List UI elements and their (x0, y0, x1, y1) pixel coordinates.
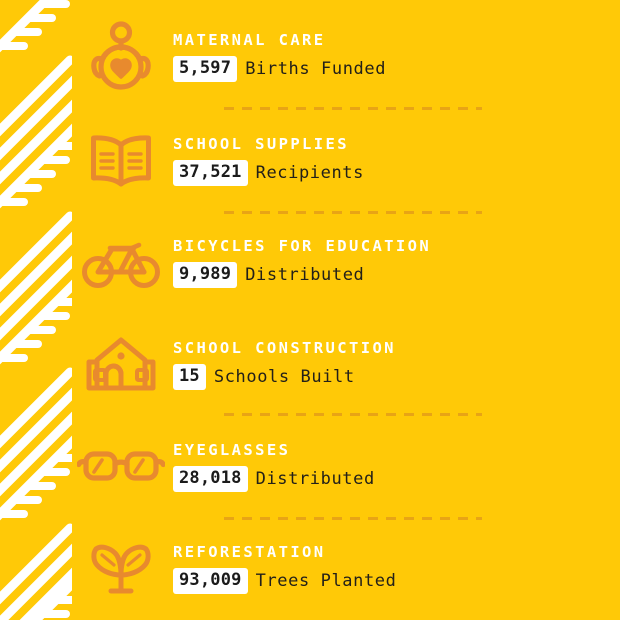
row-divider (224, 211, 482, 214)
stat-row: EYEGLASSES 28,018 Distributed (72, 430, 620, 504)
stat-row: REFORESTATION 93,009 Trees Planted (72, 532, 620, 606)
stat-text: EYEGLASSES 28,018 Distributed (170, 440, 620, 493)
stat-row: BICYCLES FOR EDUCATION 9,989 Distributed (72, 226, 620, 300)
stat-row: SCHOOL CONSTRUCTION 15 Schools Built (72, 328, 620, 402)
stat-row: SCHOOL SUPPLIES 37,521 Recipients (72, 124, 620, 198)
seedling-icon (72, 532, 170, 606)
stat-value-badge: 5,597 (173, 56, 238, 83)
stat-row-list: MATERNAL CARE 5,597 Births Funded (72, 0, 620, 620)
stat-title: EYEGLASSES (173, 440, 291, 459)
stat-value-badge: 37,521 (173, 160, 248, 187)
stat-value-badge: 15 (173, 364, 206, 391)
stat-line: 93,009 Trees Planted (173, 568, 620, 595)
school-building-icon (72, 328, 170, 402)
stat-text: SCHOOL CONSTRUCTION 15 Schools Built (170, 338, 620, 391)
row-divider (224, 413, 482, 416)
stat-value-badge: 9,989 (173, 262, 238, 289)
stat-unit-label: Trees Planted (255, 570, 397, 591)
stat-line: 9,989 Distributed (173, 262, 620, 289)
stat-unit-label: Distributed (245, 264, 365, 285)
stat-title: BICYCLES FOR EDUCATION (173, 236, 432, 255)
row-divider (224, 107, 482, 110)
stat-unit-label: Schools Built (213, 366, 355, 387)
stat-row: MATERNAL CARE 5,597 Births Funded (72, 20, 620, 94)
stat-text: REFORESTATION 93,009 Trees Planted (170, 542, 620, 595)
eyeglasses-icon (72, 430, 170, 504)
stat-line: 28,018 Distributed (173, 466, 620, 493)
maternal-care-icon (72, 20, 170, 94)
stat-unit-label: Distributed (255, 468, 375, 489)
open-book-icon (72, 124, 170, 198)
stat-title: SCHOOL SUPPLIES (173, 134, 349, 153)
tribal-chevron-pattern (0, 0, 72, 620)
stat-unit-label: Recipients (255, 162, 364, 183)
stat-unit-label: Births Funded (245, 58, 387, 79)
stat-text: SCHOOL SUPPLIES 37,521 Recipients (170, 134, 620, 187)
row-divider (224, 517, 482, 520)
stat-line: 37,521 Recipients (173, 160, 620, 187)
stat-title: REFORESTATION (173, 542, 326, 561)
stat-title: MATERNAL CARE (173, 30, 326, 49)
stat-line: 5,597 Births Funded (173, 56, 620, 83)
stat-value-badge: 28,018 (173, 466, 248, 493)
stat-text: MATERNAL CARE 5,597 Births Funded (170, 30, 620, 83)
stat-title: SCHOOL CONSTRUCTION (173, 338, 396, 357)
stat-value-badge: 93,009 (173, 568, 248, 595)
stat-line: 15 Schools Built (173, 364, 620, 391)
bicycle-icon (72, 226, 170, 300)
stat-text: BICYCLES FOR EDUCATION 9,989 Distributed (170, 236, 620, 289)
